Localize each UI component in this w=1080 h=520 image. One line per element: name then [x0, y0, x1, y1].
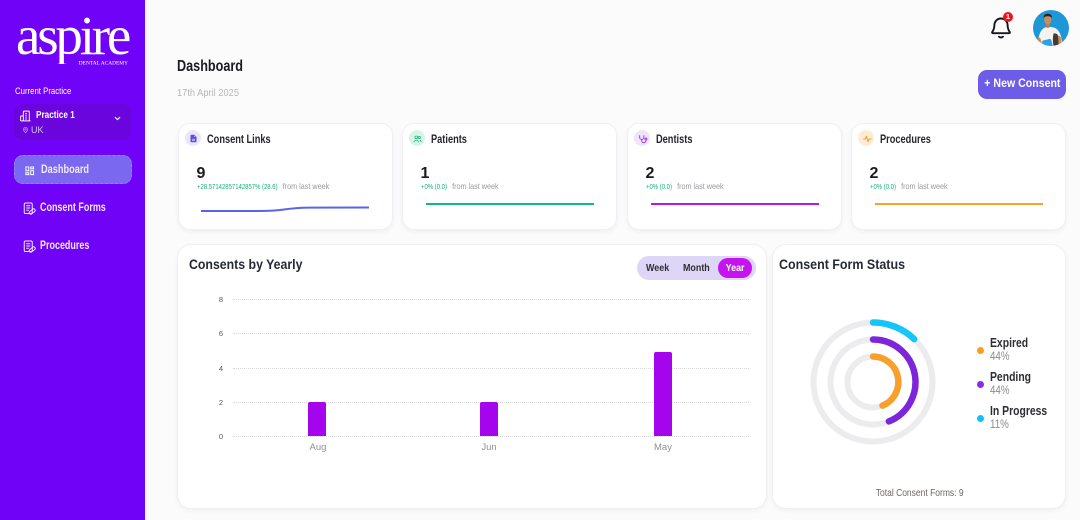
svg-text:DENTAL ACADEMY: DENTAL ACADEMY — [79, 60, 128, 66]
svg-text:aspire: aspire — [17, 6, 130, 64]
